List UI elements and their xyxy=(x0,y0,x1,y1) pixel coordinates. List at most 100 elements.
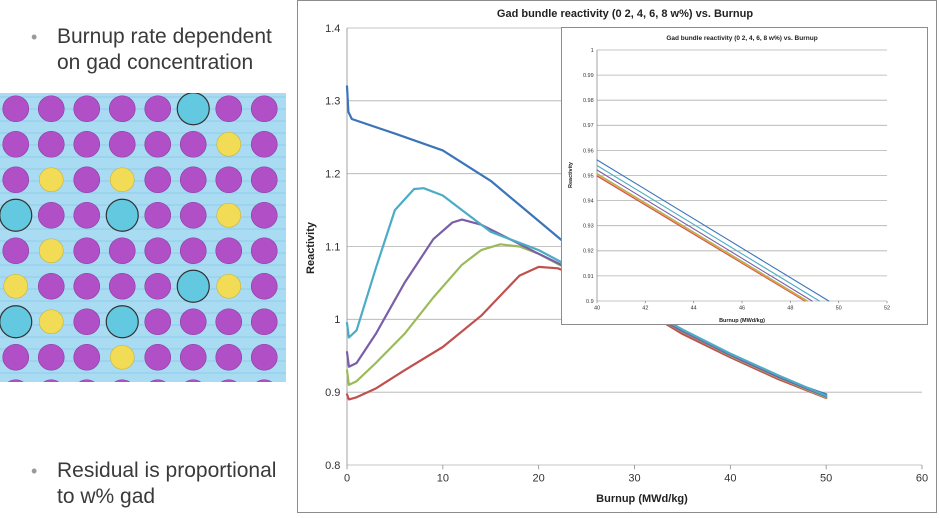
series-line-5 xyxy=(596,174,807,302)
y-tick-label: 0.95 xyxy=(583,173,594,179)
series-line-1 xyxy=(345,265,828,401)
bullet-text-burnup-rate: Burnup rate dependent on gad concentrati… xyxy=(57,25,272,74)
fuel-pin xyxy=(73,166,101,194)
bullet-text-residual: Residual is proportional to w% gad xyxy=(57,459,277,508)
fuel-pin xyxy=(215,308,243,336)
x-tick-label: 30 xyxy=(628,473,640,485)
inset-gridlines xyxy=(596,49,888,304)
fuel-pin xyxy=(73,343,101,371)
inset-x-axis-label: Burnup (MWd/kg) xyxy=(719,318,765,324)
x-tick-label: 20 xyxy=(533,473,545,485)
fuel-pin xyxy=(108,272,136,300)
inset-series-lines xyxy=(596,159,830,302)
fuel-pin xyxy=(179,237,207,265)
inset-x-tick-labels: 40 42 44 46 48 50 52 xyxy=(594,305,890,311)
fuel-pin xyxy=(179,343,207,371)
main-y-tick-labels: 0.8 0.9 1 1.1 1.2 1.3 1.4 xyxy=(325,23,340,472)
water-rod xyxy=(105,305,139,339)
fuel-pin xyxy=(2,130,30,158)
fuel-pin xyxy=(2,166,30,194)
main-x-tick-labels: 0 10 20 30 40 50 60 xyxy=(344,473,928,485)
water-rod xyxy=(0,198,33,232)
x-axis-label: Burnup (MWd/kg) xyxy=(596,493,688,505)
fuel-pin xyxy=(73,272,101,300)
x-tick-label: 44 xyxy=(691,305,697,311)
series-line-2 xyxy=(596,169,813,302)
inset-y-axis-label: Reactivity xyxy=(568,161,574,188)
x-tick-label: 10 xyxy=(437,473,449,485)
gad-pin xyxy=(38,309,64,335)
y-tick-label: 0.8 xyxy=(325,460,340,472)
fuel-pin xyxy=(73,201,101,229)
bullet-dot: • xyxy=(31,27,38,47)
series-line-4 xyxy=(345,187,828,397)
y-tick-label: 0.9 xyxy=(325,387,340,399)
fuel-pin xyxy=(215,343,243,371)
y-tick-label: 1.1 xyxy=(325,241,340,253)
gad-pin xyxy=(38,167,64,193)
x-tick-label: 42 xyxy=(642,305,648,311)
water-rod xyxy=(105,198,139,232)
fuel-pin xyxy=(73,308,101,336)
x-tick-label: 0 xyxy=(344,473,350,485)
fuel-pin xyxy=(250,237,278,265)
y-tick-label: 1.2 xyxy=(325,169,340,181)
fuel-pin xyxy=(144,166,172,194)
reactivity-chart-svg: Gad bundle reactivity (0 2, 4, 6, 8 w%) … xyxy=(297,0,937,513)
x-tick-label: 60 xyxy=(916,473,928,485)
fuel-pin xyxy=(2,237,30,265)
y-tick-label: 0.9 xyxy=(586,299,594,305)
y-tick-label: 0.93 xyxy=(583,224,594,230)
fuel-pin xyxy=(215,166,243,194)
y-tick-label: 0.98 xyxy=(583,98,594,104)
fuel-pin xyxy=(73,130,101,158)
y-tick-label: 0.92 xyxy=(583,249,594,255)
fuel-pin xyxy=(108,237,136,265)
chart-title: Gad bundle reactivity (0 2, 4, 6, 8 w%) … xyxy=(497,8,753,20)
fuel-pin xyxy=(37,130,65,158)
series-line-0 xyxy=(596,159,830,302)
y-tick-label: 0.99 xyxy=(583,73,594,79)
fuel-pin xyxy=(250,166,278,194)
fuel-pin xyxy=(144,201,172,229)
gad-pin xyxy=(216,273,242,299)
fuel-lattice-graphic xyxy=(0,92,286,407)
fuel-pin xyxy=(144,130,172,158)
fuel-pin xyxy=(250,272,278,300)
fuel-pin xyxy=(37,201,65,229)
fuel-lattice-image xyxy=(0,92,286,407)
fuel-pin xyxy=(73,237,101,265)
reactivity-chart: Gad bundle reactivity (0 2, 4, 6, 8 w%) … xyxy=(297,0,937,513)
y-tick-label: 0.96 xyxy=(583,148,594,154)
y-tick-label: 0.91 xyxy=(583,274,594,280)
fuel-pin xyxy=(37,272,65,300)
bullet-burnup-rate: • Burnup rate dependent on gad concentra… xyxy=(31,24,287,76)
gad-pin xyxy=(3,273,29,299)
x-tick-label: 52 xyxy=(884,305,890,311)
fuel-pin xyxy=(144,272,172,300)
water-rod xyxy=(176,269,210,303)
x-tick-label: 40 xyxy=(724,473,736,485)
fuel-pin xyxy=(37,95,65,123)
fuel-pin xyxy=(108,130,136,158)
x-tick-label: 48 xyxy=(787,305,793,311)
water-rod xyxy=(176,92,210,126)
fuel-pin xyxy=(250,95,278,123)
main-series-lines xyxy=(345,85,828,401)
inset-chart: Gad bundle reactivity (0 2, 4, 6, 8 w%) … xyxy=(561,27,928,325)
series-line-1 xyxy=(596,164,820,302)
bullet-residual: • Residual is proportional to w% gad xyxy=(31,458,287,510)
y-tick-label: 1 xyxy=(591,48,594,54)
gad-pin xyxy=(216,202,242,228)
fuel-pin xyxy=(37,343,65,371)
y-tick-label: 1.3 xyxy=(325,96,340,108)
y-tick-label: 0.94 xyxy=(583,199,594,205)
fuel-pin xyxy=(250,130,278,158)
fuel-pin xyxy=(250,343,278,371)
fuel-pin xyxy=(2,343,30,371)
fuel-pin xyxy=(215,237,243,265)
fuel-pin xyxy=(108,95,136,123)
fuel-pin xyxy=(73,95,101,123)
inset-frame xyxy=(561,27,928,325)
gad-pin xyxy=(216,131,242,157)
